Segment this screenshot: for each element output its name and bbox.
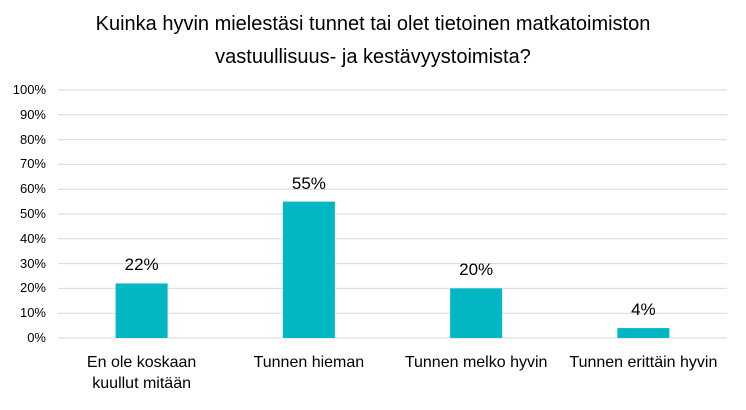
value-label: 4% (631, 300, 656, 320)
y-tick-label: 70% (19, 156, 46, 172)
x-tick-label: Tunnen erittäin hyvin (569, 354, 718, 371)
x-tick-label: Tunnen hieman (253, 354, 365, 371)
bar (282, 201, 335, 338)
y-tick-label: 30% (19, 255, 46, 271)
x-tick-label: Tunnen melko hyvin (404, 354, 548, 371)
bar (115, 283, 168, 338)
y-tick-label: 10% (19, 305, 46, 321)
value-label: 55% (291, 173, 326, 193)
bar (450, 288, 503, 338)
y-tick-label: 60% (19, 181, 46, 197)
y-tick-label: 20% (19, 280, 46, 296)
y-tick-label: 90% (19, 106, 46, 122)
y-tick-label: 80% (19, 131, 46, 147)
value-label: 20% (459, 260, 494, 280)
value-label: 22% (124, 255, 159, 275)
y-tick-label: 40% (19, 230, 46, 246)
chart-title: Kuinka hyvin mielestäsi tunnet tai olet … (95, 13, 651, 68)
bar (617, 328, 670, 338)
y-tick-label: 50% (19, 206, 46, 221)
y-tick-label: 0% (27, 330, 46, 345)
x-tick-label: En ole koskaan kuullut mitään (86, 354, 197, 392)
y-tick-label: 100% (12, 82, 46, 97)
